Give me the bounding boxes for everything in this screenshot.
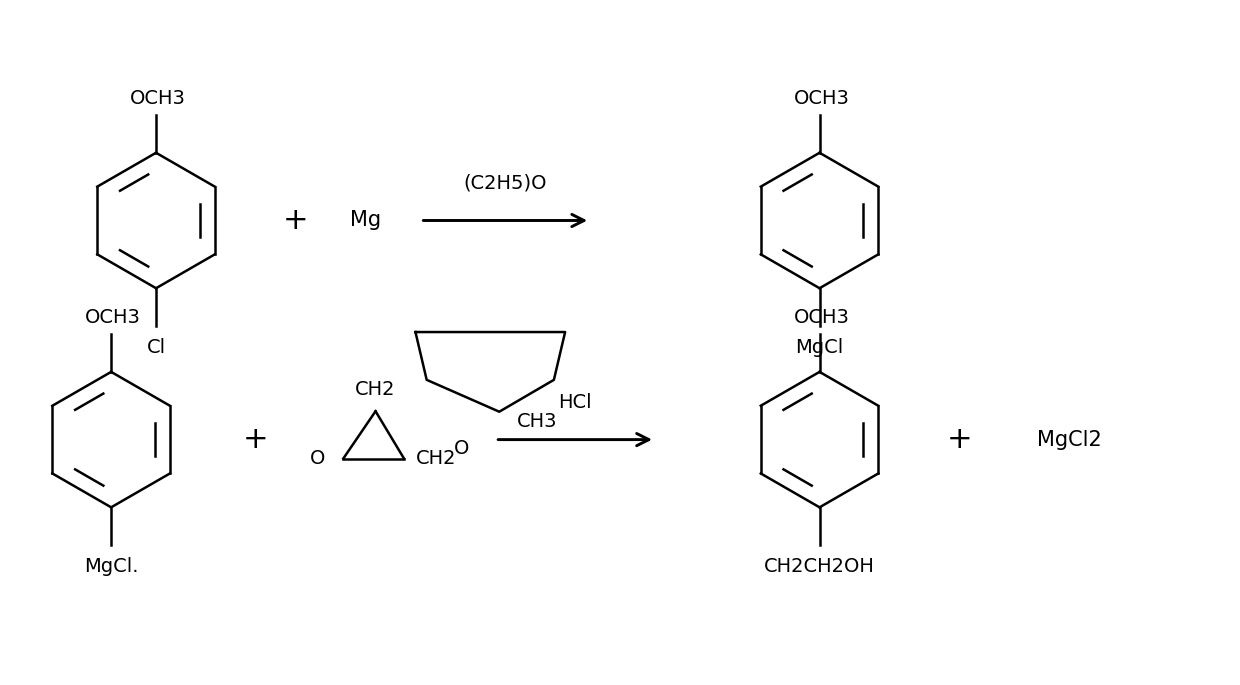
Text: HCl: HCl [558, 393, 591, 412]
Text: CH2CH2OH: CH2CH2OH [764, 557, 875, 576]
Text: +: + [283, 206, 309, 235]
Text: OCH3: OCH3 [794, 308, 849, 327]
Text: OCH3: OCH3 [794, 89, 849, 108]
Text: O: O [310, 449, 325, 468]
Text: CH2: CH2 [356, 380, 396, 399]
Text: O: O [454, 438, 470, 458]
Text: +: + [243, 425, 269, 454]
Text: MgCl: MgCl [795, 338, 843, 357]
Text: +: + [946, 425, 972, 454]
Text: OCH3: OCH3 [130, 89, 186, 108]
Text: CH3: CH3 [517, 412, 558, 431]
Text: CH2: CH2 [415, 449, 456, 468]
Text: Cl: Cl [146, 338, 166, 357]
Text: MgCl.: MgCl. [84, 557, 139, 576]
Text: MgCl2: MgCl2 [1037, 429, 1101, 449]
Text: OCH3: OCH3 [86, 308, 141, 327]
Text: (C2H5)O: (C2H5)O [464, 173, 547, 192]
Text: Mg: Mg [350, 210, 381, 230]
